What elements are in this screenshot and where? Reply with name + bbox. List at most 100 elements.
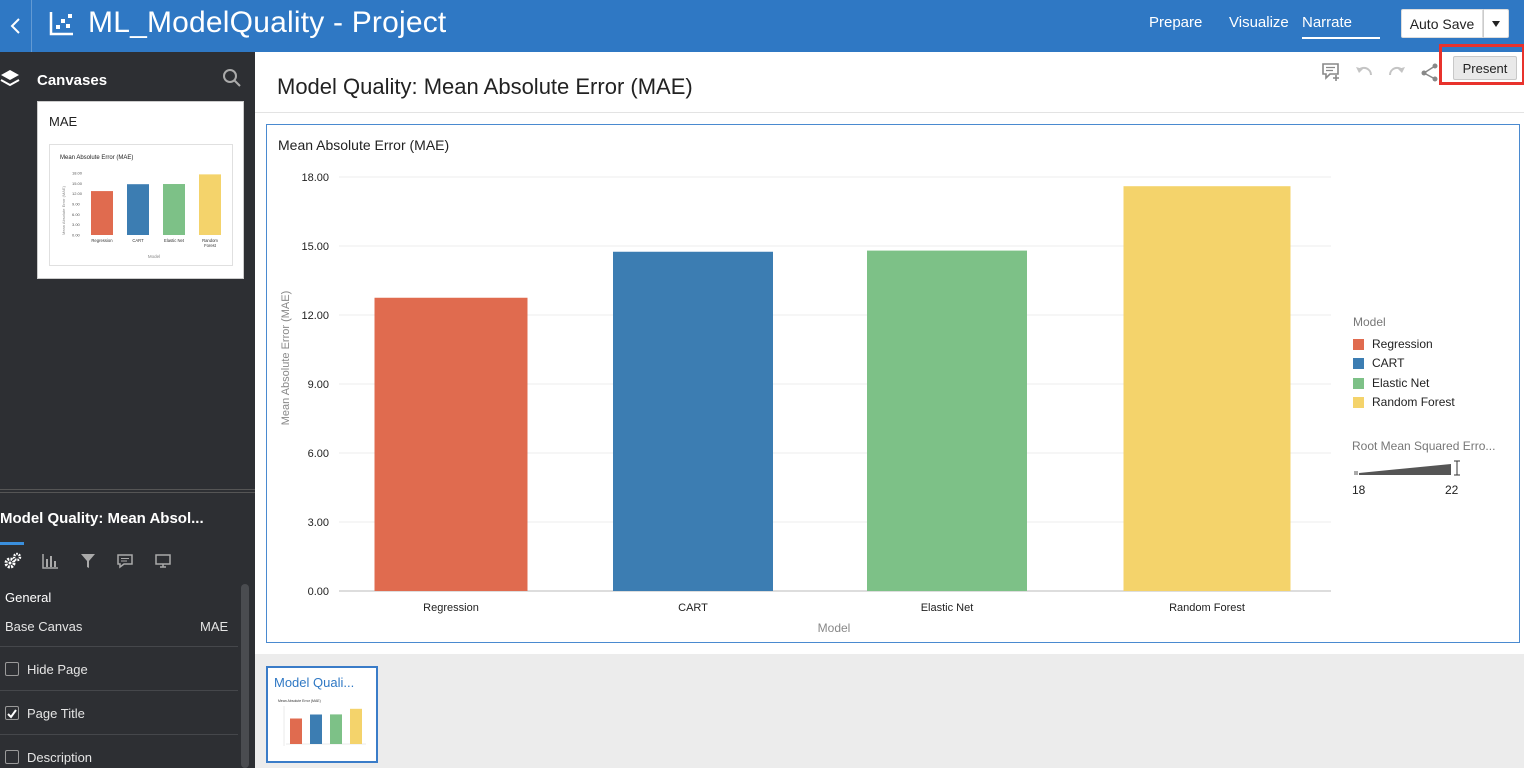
thumb-category-label: Forest	[204, 243, 217, 248]
bar-chart-icon[interactable]	[41, 552, 59, 570]
y-tick-label: 12.00	[301, 310, 329, 322]
thumb-tick-label: 15.00	[72, 181, 83, 186]
mini-bar	[290, 718, 302, 744]
canvas-card-title: MAE	[49, 114, 78, 129]
y-tick-label: 18.00	[301, 172, 329, 184]
canvas-card-mae[interactable]: MAE Mean Absolute Error (MAE) Mean Absol…	[37, 101, 244, 279]
x-axis-label: Model	[818, 621, 851, 635]
mini-bar	[330, 714, 342, 744]
active-tab-indicator	[0, 542, 24, 545]
tab-visualize[interactable]: Visualize	[1229, 14, 1289, 31]
legend-label: Elastic Net	[1372, 376, 1430, 390]
bar-cart[interactable]	[613, 251, 773, 591]
tab-narrate[interactable]: Narrate	[1302, 14, 1380, 39]
canvas-thumbnail: Mean Absolute Error (MAE) Mean Absolute …	[49, 144, 233, 266]
tab-prepare[interactable]: Prepare	[1149, 14, 1203, 31]
thumb-bar	[91, 191, 113, 235]
base-canvas-value[interactable]: MAE	[200, 619, 229, 634]
project-icon	[49, 12, 73, 36]
search-icon[interactable]	[222, 68, 242, 88]
story-page-thumbnail[interactable]: Model Quali... Mean Absolute Error (MAE)	[266, 666, 378, 763]
thumb-bar	[127, 184, 149, 235]
properties-title: Model Quality: Mean Absol...	[0, 510, 204, 527]
story-page-label: Model Quali...	[274, 675, 355, 690]
size-legend-title: Root Mean Squared Erro...	[1352, 439, 1496, 453]
legend-label: CART	[1372, 356, 1405, 370]
hide-page-checkbox[interactable]	[5, 662, 19, 676]
legend-label: Random Forest	[1372, 395, 1455, 409]
presentation-icon[interactable]	[154, 552, 172, 570]
legend-swatch	[1353, 338, 1364, 350]
thumb-tick-label: 9.00	[72, 202, 81, 207]
chevron-left-icon	[10, 18, 20, 34]
size-legend-max: 22	[1445, 483, 1459, 497]
y-tick-label: 6.00	[308, 448, 329, 460]
bar-random-forest[interactable]	[1123, 186, 1291, 591]
thumb-x-label: Model	[148, 254, 160, 259]
canvases-title: Canvases	[37, 72, 108, 89]
thumb-tick-label: 0.00	[72, 233, 81, 238]
properties-scrollbar[interactable]	[241, 584, 249, 768]
mini-bar	[310, 714, 322, 744]
legend-swatch	[1353, 357, 1364, 369]
auto-save-button[interactable]: Auto Save	[1401, 9, 1483, 38]
legend-item-regression[interactable]: Regression	[1353, 337, 1433, 351]
bar-elastic-net[interactable]	[867, 250, 1027, 591]
page-title[interactable]: Model Quality: Mean Absolute Error (MAE)	[277, 74, 693, 99]
project-title: ML_ModelQuality - Project	[88, 6, 447, 39]
visualization[interactable]: Mean Absolute Error (MAE) 0.00 3.00 6.00 9.…	[266, 124, 1520, 643]
auto-save-dropdown[interactable]	[1483, 9, 1509, 38]
title-divider	[255, 112, 1524, 113]
thumb-bar	[199, 174, 221, 235]
top-bar: ML_ModelQuality - Project Prepare Visual…	[0, 0, 1524, 52]
story-page-preview: Mean Absolute Error (MAE)	[278, 699, 366, 746]
thumb-category-label: CART	[132, 238, 144, 243]
thumb-tick-label: 3.00	[72, 222, 81, 227]
undo-icon[interactable]	[1354, 62, 1374, 82]
description-checkbox[interactable]	[5, 750, 19, 764]
description-row: Description	[0, 734, 238, 768]
x-tick-label: Elastic Net	[921, 602, 974, 614]
filter-icon[interactable]	[79, 552, 97, 570]
thumb-bar	[163, 184, 185, 235]
base-canvas-label: Base Canvas	[5, 619, 83, 634]
back-button[interactable]	[0, 0, 32, 52]
legend-item-random-forest[interactable]: Random Forest	[1353, 395, 1455, 409]
story-pages-strip: Model Quali... Mean Absolute Error (MAE)	[255, 654, 1524, 768]
share-icon[interactable]	[1420, 62, 1440, 82]
checkmark-icon	[7, 709, 17, 719]
mini-bar	[350, 708, 362, 744]
thumb-tick-label: 6.00	[72, 212, 81, 217]
add-comment-icon[interactable]	[1321, 62, 1341, 82]
bar-chart: 0.00 3.00 6.00 9.00 12.00 15.00 18.00 Regressi…	[280, 172, 1331, 635]
layers-icon	[0, 70, 20, 87]
x-tick-label: CART	[678, 602, 708, 614]
present-button[interactable]: Present	[1453, 56, 1517, 80]
legend-title: Model	[1353, 315, 1386, 329]
panel-divider[interactable]	[0, 489, 255, 493]
left-panel: Canvases MAE Mean Absolute Error (MAE) M…	[0, 52, 255, 768]
page-title-label: Page Title	[27, 706, 85, 721]
legend-swatch	[1353, 377, 1364, 389]
thumb-category-label: Random	[202, 238, 218, 243]
gears-icon[interactable]	[4, 552, 22, 570]
thumb-y-label: Mean Absolute Error (MAE)	[61, 185, 66, 235]
thumb-tick-label: 12.00	[72, 191, 83, 196]
y-axis-label: Mean Absolute Error (MAE)	[280, 291, 292, 426]
page-title-checkbox[interactable]	[5, 706, 19, 720]
page-title-row: Page Title	[0, 690, 238, 734]
thumb-category-label: Regression	[91, 238, 113, 243]
legend-item-elastic-net[interactable]: Elastic Net	[1353, 376, 1429, 390]
comment-icon[interactable]	[116, 552, 134, 570]
thumb-tick-label: 18.00	[72, 171, 83, 176]
legend-item-cart[interactable]: CART	[1353, 356, 1404, 370]
bar-regression[interactable]	[374, 297, 528, 591]
y-tick-label: 9.00	[308, 379, 329, 391]
redo-icon[interactable]	[1387, 62, 1407, 82]
viz-title: Mean Absolute Error (MAE)	[278, 137, 450, 153]
description-label: Description	[27, 750, 93, 765]
size-legend-min: 18	[1352, 483, 1366, 497]
main-area: Model Quality: Mean Absolute Error (MAE)…	[255, 44, 1524, 768]
y-tick-label: 0.00	[308, 586, 329, 598]
caret-down-icon	[1492, 20, 1500, 27]
